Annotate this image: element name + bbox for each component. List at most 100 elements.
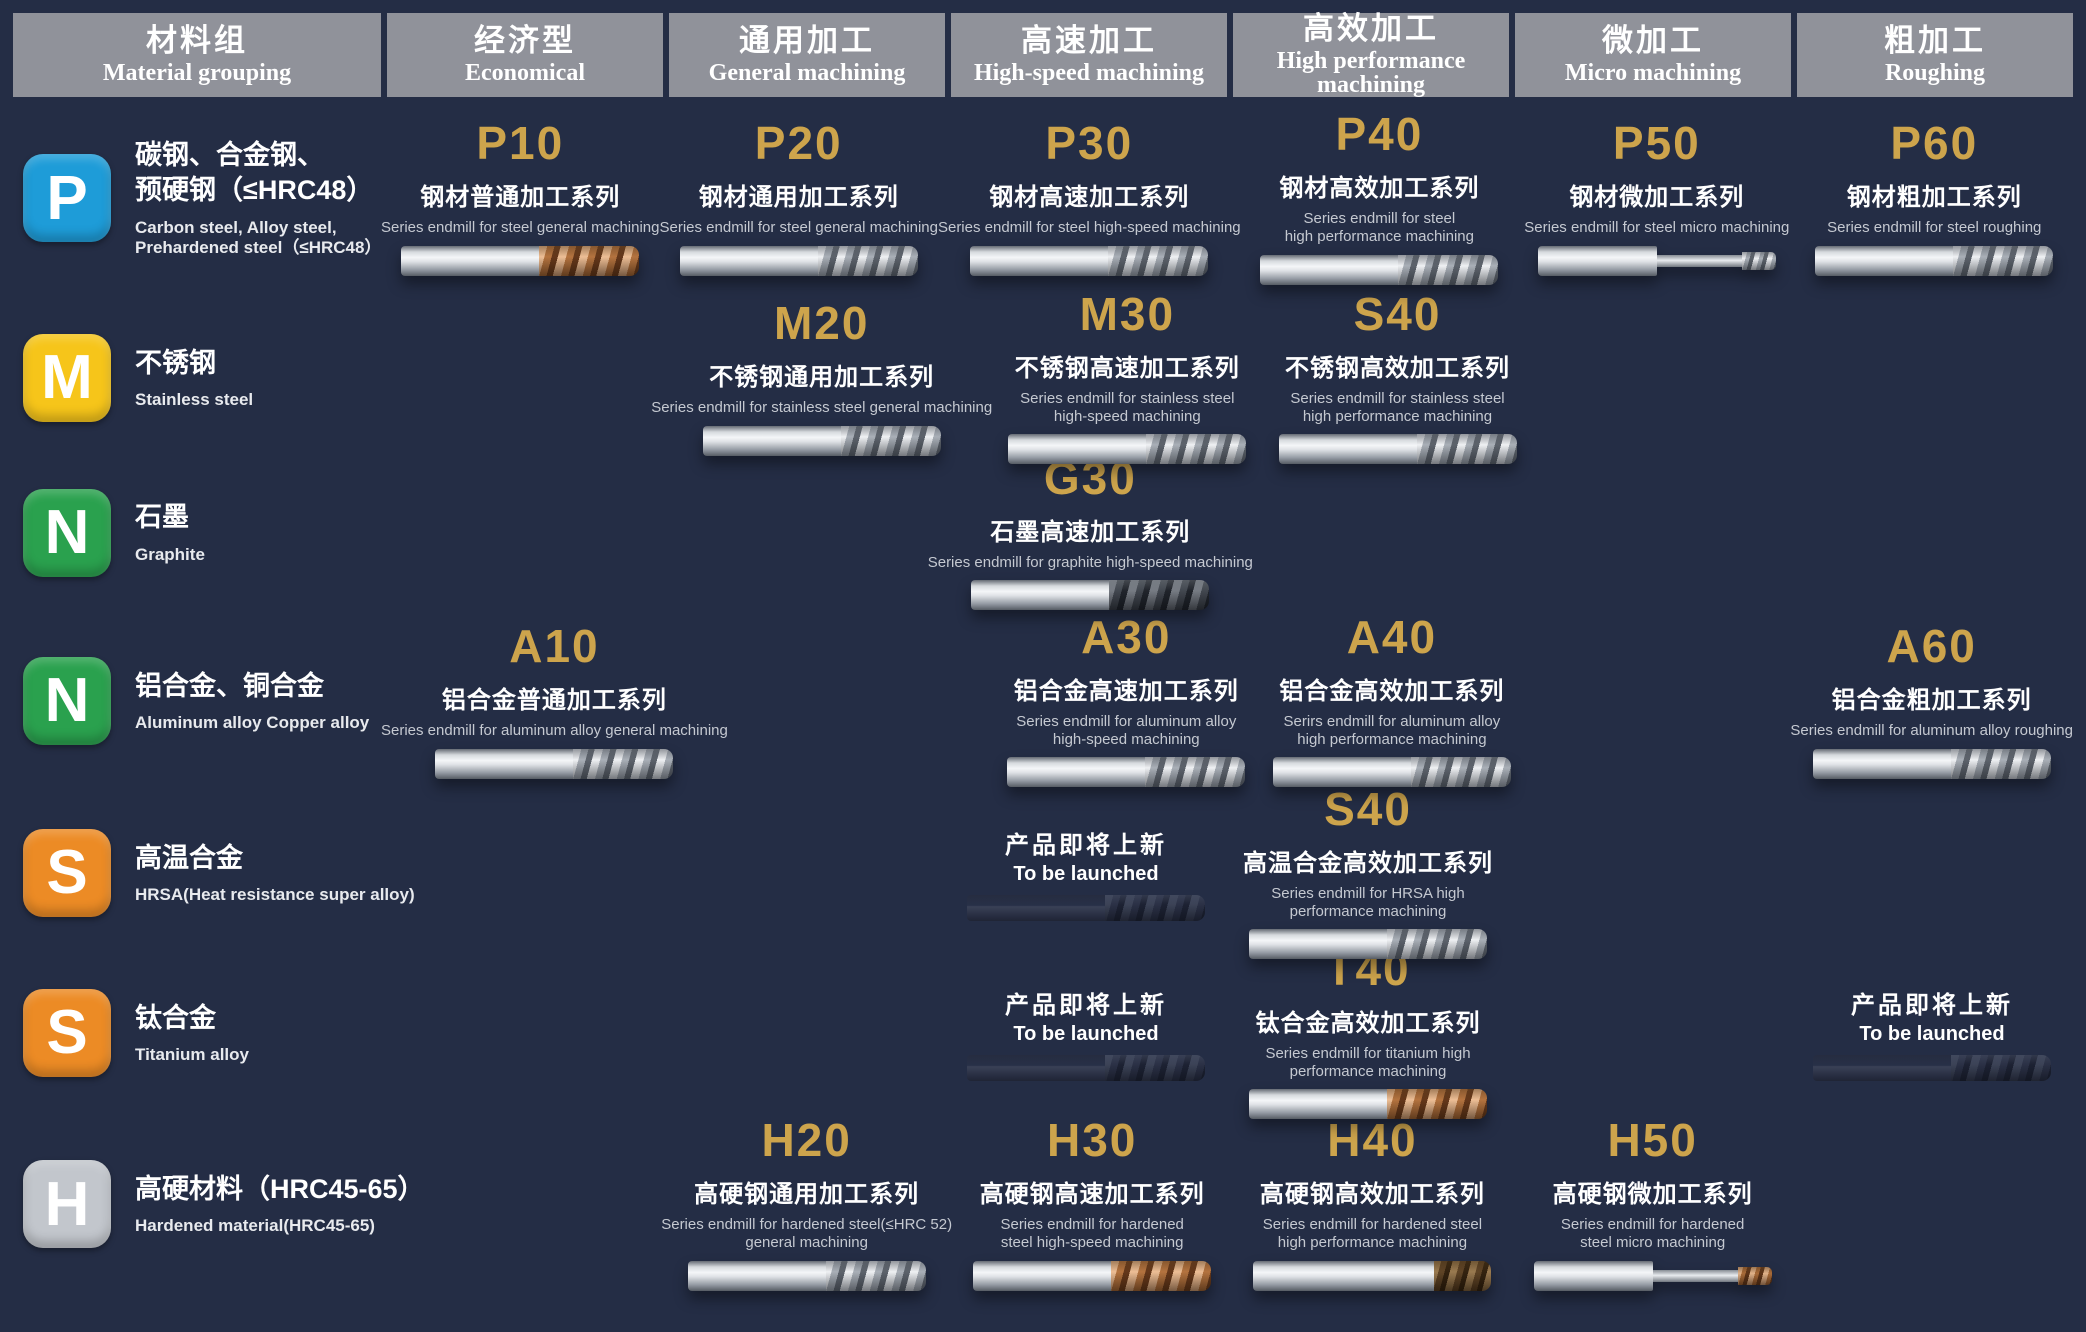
series-name-en: Series endmill for stainless steel gener… xyxy=(651,398,993,416)
endmill-image xyxy=(1008,434,1247,465)
series-name-zh: 不锈钢通用加工系列 xyxy=(709,363,935,391)
series-name-zh: 钢材高速加工系列 xyxy=(989,184,1190,212)
series-name-en: Series endmill for HRSA high performance … xyxy=(1271,885,1465,920)
series-name-zh: 钢材高效加工系列 xyxy=(1279,175,1480,203)
badge-letter: P xyxy=(46,163,88,233)
product-code: H40 xyxy=(1327,1114,1418,1167)
series-name-en: Series endmill for steel high-speed mach… xyxy=(937,219,1241,237)
product-cell-a30: A30 铝合金高速加工系列 Series endmill for aluminu… xyxy=(993,614,1259,788)
series-name-en: Series endmill for hardened steel micro m… xyxy=(1560,1216,1745,1251)
material-group-text: 铝合金、铜合金 Aluminum alloy Copper alloy xyxy=(135,669,369,733)
product-code: H20 xyxy=(761,1114,852,1167)
launch-text-en: To be launched xyxy=(1859,1022,2005,1045)
row-stainless-steel: M 不锈钢 Stainless steel M20 不锈钢通用加工系列 Seri… xyxy=(13,291,2073,465)
series-name-en: Series endmill for hardened steel(≤HRC 5… xyxy=(661,1216,953,1251)
product-cell-g30: G30 石墨高速加工系列 Series endmill for graphite… xyxy=(928,451,1253,614)
product-cell-p10: P10 钢材普通加工系列 Series endmill for steel ge… xyxy=(381,105,659,291)
product-cell-h40: H40 高硬钢高效加工系列 Series endmill for hardene… xyxy=(1232,1104,1512,1304)
product-cell-h30: H30 高硬钢高速加工系列 Series endmill for hardene… xyxy=(952,1104,1232,1304)
material-name-zh: 不锈钢 xyxy=(135,347,216,378)
header-high-speed-machining: 高速加工 High-speed machining xyxy=(951,13,1227,98)
material-name-en: Carbon steel, Alloy steel, Prehardened st… xyxy=(135,217,382,257)
endmill-image xyxy=(1007,757,1246,788)
endmill-image xyxy=(1815,245,2054,276)
material-group-hrsa: S 高温合金 HRSA(Heat resistance super alloy) xyxy=(13,786,415,959)
product-cell-p30: P30 钢材高速加工系列 Series endmill for steel hi… xyxy=(938,105,1241,291)
series-name-zh: 铝合金高速加工系列 xyxy=(1013,678,1239,705)
series-name-en: Series endmill for steel general machini… xyxy=(381,219,660,237)
badge-letter: S xyxy=(46,998,88,1068)
material-badge-s-icon: S xyxy=(23,828,111,917)
endmill-image xyxy=(1249,929,1487,960)
endmill-image xyxy=(970,245,1209,276)
material-group-titanium: S 钛合金 Titanium alloy xyxy=(13,946,381,1119)
material-name-zh: 高温合金 xyxy=(135,842,243,873)
header-en: Economical xyxy=(465,59,585,86)
series-name-en: Series endmill for aluminum alloy genera… xyxy=(381,721,728,739)
header-en: High-speed machining xyxy=(973,59,1205,86)
header-general-machining: 通用加工 General machining xyxy=(669,13,945,98)
header-en: General machining xyxy=(708,59,906,86)
series-name-en: Series endmill for steel micro machining xyxy=(1524,219,1790,237)
material-name-en: Aluminum alloy Copper alloy xyxy=(135,712,370,732)
product-code: H30 xyxy=(1047,1114,1138,1167)
header-roughing: 粗加工 Roughing xyxy=(1797,13,2073,98)
product-code: P50 xyxy=(1612,117,1701,170)
badge-letter: N xyxy=(44,498,90,567)
product-code: P60 xyxy=(1890,117,1979,170)
series-name-zh: 不锈钢高速加工系列 xyxy=(1014,355,1240,382)
column-header-row: 材料组 Material grouping 经济型 Economical 通用加… xyxy=(13,11,2073,99)
product-cell-m20: M20 不锈钢通用加工系列 Series endmill for stainle… xyxy=(651,291,992,464)
product-code: P20 xyxy=(754,117,843,170)
series-name-zh: 石墨高速加工系列 xyxy=(990,518,1191,546)
header-zh: 通用加工 xyxy=(739,23,875,59)
product-cell-s40-stainless: S40 不锈钢高效加工系列 Series endmill for stainle… xyxy=(1262,291,1532,465)
series-name-en: Series endmill for hardened steel high-sp… xyxy=(1000,1216,1184,1251)
header-high-performance-machining: 高效加工 High performance machining xyxy=(1233,11,1509,99)
product-code: P30 xyxy=(1045,117,1134,170)
product-code: A60 xyxy=(1886,619,1977,672)
launch-text-en: To be launched xyxy=(1013,1022,1159,1045)
material-badge-h-icon: H xyxy=(23,1160,111,1248)
catalog-grid: P 碳钢、合金钢、 预硬钢（≤HRC48） Carbon steel, Alloy… xyxy=(13,105,2073,1304)
header-zh: 高效加工 xyxy=(1303,11,1439,46)
launch-text-en: To be launched xyxy=(1013,862,1159,885)
row-hrsa: S 高温合金 HRSA(Heat resistance super alloy)… xyxy=(13,783,2073,960)
material-group-carbon-steel: P 碳钢、合金钢、 预硬钢（≤HRC48） Carbon steel, Alloy… xyxy=(13,105,381,291)
material-group-stainless-steel: M 不锈钢 Stainless steel xyxy=(13,291,381,464)
material-name-en: Hardened material(HRC45-65) xyxy=(135,1216,375,1236)
product-cell-p20: P20 钢材通用加工系列 Series endmill for steel ge… xyxy=(659,105,938,291)
material-name-zh: 铝合金、铜合金 xyxy=(135,670,324,701)
series-name-zh: 钢材通用加工系列 xyxy=(698,184,899,212)
series-name-zh: 高硬钢通用加工系列 xyxy=(694,1181,920,1209)
material-name-en: Graphite xyxy=(135,544,205,564)
endmill-image xyxy=(679,245,918,276)
material-badge-m-icon: M xyxy=(23,333,111,422)
row-carbon-steel: P 碳钢、合金钢、 预硬钢（≤HRC48） Carbon steel, Alloy… xyxy=(13,105,2073,291)
row-aluminum-copper-alloy: N 铝合金、铜合金 Aluminum alloy Copper alloy A1… xyxy=(13,614,2073,788)
endmill-image xyxy=(1253,1260,1492,1291)
header-en: Material grouping xyxy=(102,59,292,86)
endmill-image xyxy=(1278,434,1517,465)
series-name-zh: 高硬钢高速加工系列 xyxy=(979,1181,1205,1209)
product-cell-p40: P40 钢材高效加工系列 Series endmill for steel hig… xyxy=(1241,105,1518,291)
series-name-en: Series endmill for aluminum alloy high-sp… xyxy=(1016,713,1237,748)
header-micro-machining: 微加工 Micro machining xyxy=(1515,13,1791,98)
series-name-en: Series endmill for steel high performance… xyxy=(1284,210,1474,245)
product-code: P40 xyxy=(1335,108,1424,161)
header-zh: 经济型 xyxy=(474,23,576,59)
product-code: H50 xyxy=(1607,1114,1698,1167)
series-name-en: Series endmill for stainless steel high p… xyxy=(1290,390,1505,425)
launch-cell-hrsa-high-speed: 产品即将上新 To be launched xyxy=(945,786,1227,959)
series-name-zh: 钢材普通加工系列 xyxy=(420,184,621,212)
badge-letter: N xyxy=(44,666,90,736)
row-hardened-material: H 高硬材料（HRC45-65） Hardened material(HRC45… xyxy=(13,1104,2073,1304)
endmill-image xyxy=(971,580,1210,611)
material-group-text: 高温合金 HRSA(Heat resistance super alloy) xyxy=(135,841,415,905)
product-code: S40 xyxy=(1324,783,1412,835)
material-group-text: 石墨 Graphite xyxy=(135,500,205,564)
endmill-image xyxy=(687,1260,926,1291)
product-cell-p60: P60 钢材粗加工系列 Series endmill for steel rou… xyxy=(1796,105,2073,291)
product-cell-a60: A60 铝合金粗加工系列 Series endmill for aluminum… xyxy=(1790,614,2073,787)
header-en: High performance machining xyxy=(1276,47,1466,99)
